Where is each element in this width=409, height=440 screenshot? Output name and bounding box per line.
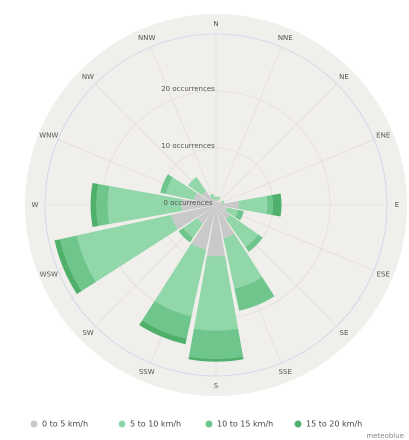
wind-segment [216, 205, 231, 220]
wind-segment [191, 205, 216, 250]
direction-label: SSE [279, 368, 292, 376]
wind-segment [235, 209, 244, 221]
direction-label: SW [82, 329, 93, 337]
y-tick-label: 20 occurrences [161, 85, 215, 93]
wind-segment [216, 199, 220, 205]
wind-segment [217, 196, 221, 201]
legend-label: 10 to 15 km/h [217, 420, 273, 429]
wind-segment [54, 239, 82, 295]
wind-segment [216, 205, 228, 212]
wind-segment [188, 328, 244, 359]
legend-label: 15 to 20 km/h [306, 420, 362, 429]
direction-label: ESE [377, 270, 390, 278]
wind-segment [209, 193, 215, 201]
wind-segment [193, 255, 239, 331]
wind-segment [154, 243, 207, 317]
legend-marker [294, 420, 302, 428]
wind-segment [197, 205, 216, 224]
credit: meteoblue [366, 432, 404, 440]
direction-label: NNW [138, 34, 155, 42]
wind-segment [60, 235, 96, 292]
wind-segment [90, 182, 99, 228]
wind-segment [139, 320, 187, 345]
wind-segment [96, 183, 110, 227]
direction-label: SE [340, 329, 349, 337]
direction-label: WNW [39, 132, 58, 140]
wind-segment [214, 196, 218, 200]
wind-segment [214, 199, 218, 205]
wind-segment [107, 185, 183, 225]
wind-segment [225, 207, 239, 218]
wind-segment [206, 205, 226, 257]
wind-segment [216, 205, 235, 239]
direction-label: S [214, 382, 219, 390]
y-tick-label: 0 occurrences [163, 199, 212, 207]
direction-label: N [213, 20, 218, 28]
wind-segment [178, 227, 194, 243]
wind-segment [216, 201, 222, 205]
wind-segment [266, 194, 273, 216]
wind-segment [183, 218, 203, 238]
wind-segment [234, 277, 275, 311]
wind-segment [238, 195, 268, 215]
legend-marker [205, 420, 213, 428]
wind-segment [225, 214, 259, 248]
direction-label: NE [339, 73, 349, 81]
wind-segment [193, 192, 216, 205]
legend-marker [30, 420, 38, 428]
wind-segment [165, 177, 197, 201]
direction-label: W [32, 201, 39, 209]
wind-segment [160, 174, 173, 195]
spoke [215, 139, 375, 206]
direction-label: SSW [139, 368, 155, 376]
spoke [215, 83, 338, 206]
direction-label: NW [82, 73, 94, 81]
legend-label: 0 to 5 km/h [42, 420, 88, 429]
wind-segment [220, 200, 225, 204]
wind-segment [188, 356, 244, 362]
y-tick-label: 10 occurrences [161, 142, 215, 150]
wind-segment [201, 190, 216, 205]
spoke [150, 46, 217, 206]
wind-segment [272, 193, 282, 217]
wind-segment [216, 202, 219, 205]
wind-segment [171, 205, 216, 230]
wind-segment [245, 234, 263, 252]
direction-label: E [395, 201, 399, 209]
direction-label: WSW [40, 270, 58, 278]
legend-label: 5 to 10 km/h [130, 420, 181, 429]
wind-segment [142, 301, 192, 339]
direction-label: NNE [278, 34, 293, 42]
wind-segment [223, 233, 263, 289]
legend-marker [118, 420, 126, 428]
wind-segment [181, 198, 216, 212]
wind-segment [187, 176, 207, 196]
spoke [215, 46, 282, 206]
wind-segment [216, 200, 239, 210]
direction-label: ENE [376, 132, 390, 140]
wind-segment [76, 214, 178, 282]
wind-segment [212, 199, 216, 205]
